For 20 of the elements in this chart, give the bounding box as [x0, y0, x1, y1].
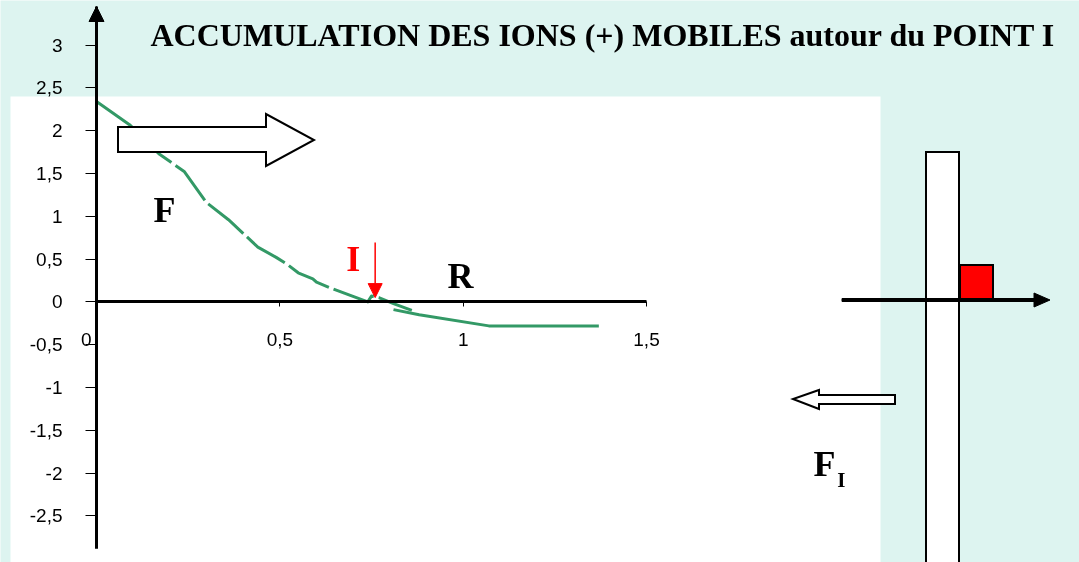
x-tick-label: 0 [80, 328, 92, 350]
y-tick-label: 3 [51, 34, 63, 56]
annotation: R [447, 256, 475, 297]
y-tick-label: 0,5 [36, 248, 63, 270]
y-tick-label: -0,5 [29, 334, 63, 356]
annotation: I [346, 239, 361, 280]
chart-title: ACCUMULATION DES IONS (+) MOBILES autour du POINT I [150, 16, 1055, 53]
y-tick-label: -2 [45, 462, 63, 484]
y-tick-label: 2 [51, 120, 63, 142]
y-tick-label: 1 [51, 205, 63, 227]
y-tick-label: -1 [45, 377, 63, 399]
y-tick-label: 1,5 [36, 162, 63, 184]
x-tick-label: 1,5 [633, 328, 660, 350]
annotation: F [153, 190, 176, 231]
y-tick-label: 2,5 [36, 77, 63, 99]
y-tick-label: 0 [51, 291, 63, 313]
x-tick-label: 0,5 [266, 328, 294, 350]
x-tick-label: 1 [457, 328, 469, 350]
y-tick-label: -2,5 [29, 505, 63, 527]
y-tick-label: -1,5 [29, 419, 63, 441]
